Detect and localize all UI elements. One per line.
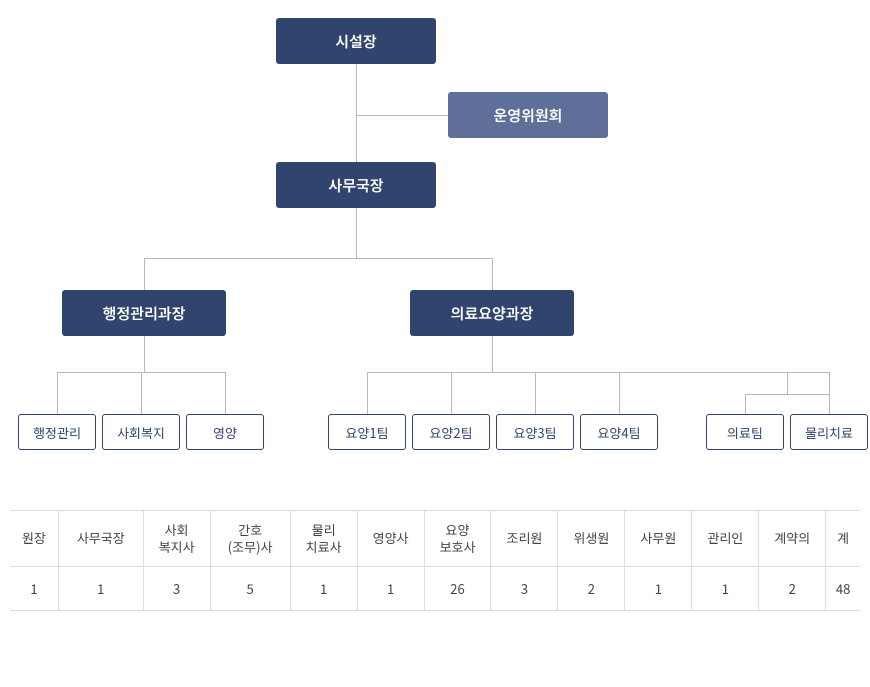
cell: 3 <box>143 567 210 611</box>
org-node-leaf_c1: 요양1팀 <box>328 414 406 450</box>
connector-line <box>492 258 493 290</box>
org-node-root: 시설장 <box>276 18 436 64</box>
connector-line <box>745 394 829 395</box>
org-chart: 시설장운영위원회사무국장행정관리과장의료요양과장행정관리사회복지영양요양1팀요양… <box>10 10 860 480</box>
col-header: 물리치료사 <box>290 511 357 567</box>
org-node-leaf_c3: 요양3팀 <box>496 414 574 450</box>
connector-line <box>745 394 746 414</box>
col-header: 위생원 <box>558 511 625 567</box>
cell: 1 <box>625 567 692 611</box>
col-header: 원장 <box>10 511 58 567</box>
connector-line <box>356 64 357 162</box>
connector-line <box>144 336 145 372</box>
connector-line <box>619 372 620 414</box>
connector-line <box>535 372 536 414</box>
org-node-committee: 운영위원회 <box>448 92 608 138</box>
staff-table-header-row: 원장사무국장사회복지사간호(조무)사물리치료사영양사요양보호사조리원위생원사무원… <box>10 511 860 567</box>
cell: 2 <box>759 567 826 611</box>
connector-line <box>367 372 368 414</box>
cell: 1 <box>290 567 357 611</box>
col-header: 계 <box>826 511 860 567</box>
col-header: 관리인 <box>692 511 759 567</box>
org-node-leaf_nutr: 영양 <box>186 414 264 450</box>
connector-line <box>57 372 58 414</box>
staff-table-data-row: 113511263211248 <box>10 567 860 611</box>
col-header: 사회복지사 <box>143 511 210 567</box>
col-header: 계약의 <box>759 511 826 567</box>
connector-line <box>141 372 142 414</box>
col-header: 조리원 <box>491 511 558 567</box>
connector-line <box>144 258 492 259</box>
connector-line <box>367 372 829 373</box>
connector-line <box>451 372 452 414</box>
connector-line <box>144 258 145 290</box>
connector-line <box>225 372 226 414</box>
org-node-leaf_c4: 요양4팀 <box>580 414 658 450</box>
cell: 26 <box>424 567 491 611</box>
org-node-leaf_c2: 요양2팀 <box>412 414 490 450</box>
cell: 1 <box>10 567 58 611</box>
org-node-leaf_welfare: 사회복지 <box>102 414 180 450</box>
col-header: 요양보호사 <box>424 511 491 567</box>
org-node-secretary: 사무국장 <box>276 162 436 208</box>
connector-line <box>356 115 448 116</box>
cell: 3 <box>491 567 558 611</box>
org-node-leaf_phys: 물리치료 <box>790 414 868 450</box>
col-header: 간호(조무)사 <box>210 511 290 567</box>
cell: 1 <box>692 567 759 611</box>
org-node-med_mgr: 의료요양과장 <box>410 290 574 336</box>
cell: 1 <box>58 567 143 611</box>
cell: 5 <box>210 567 290 611</box>
connector-line <box>356 208 357 258</box>
col-header: 영양사 <box>357 511 424 567</box>
staff-table: 원장사무국장사회복지사간호(조무)사물리치료사영양사요양보호사조리원위생원사무원… <box>10 510 860 611</box>
org-node-leaf_admin: 행정관리 <box>18 414 96 450</box>
cell: 2 <box>558 567 625 611</box>
connector-line <box>492 336 493 372</box>
org-node-admin_mgr: 행정관리과장 <box>62 290 226 336</box>
org-node-leaf_med: 의료팀 <box>706 414 784 450</box>
col-header: 사무국장 <box>58 511 143 567</box>
connector-line <box>787 372 788 394</box>
connector-line <box>829 372 830 414</box>
cell: 1 <box>357 567 424 611</box>
cell: 48 <box>826 567 860 611</box>
col-header: 사무원 <box>625 511 692 567</box>
